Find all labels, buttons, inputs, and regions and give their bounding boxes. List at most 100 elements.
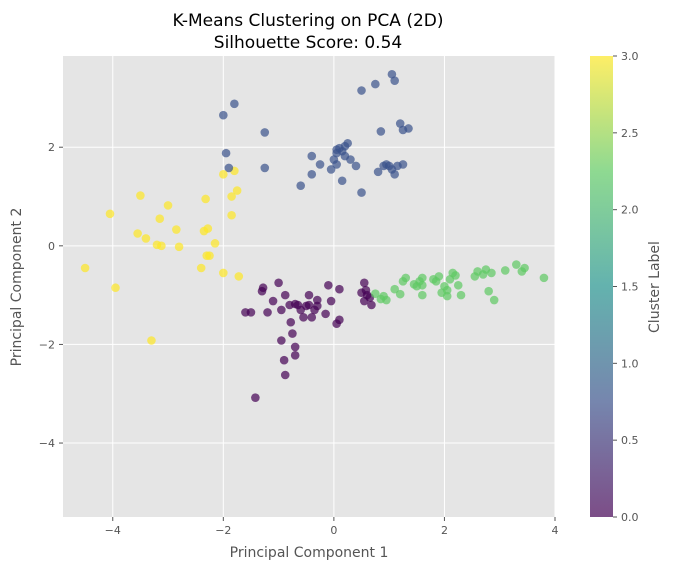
data-point-cluster-1 bbox=[307, 170, 317, 179]
y-tick-label: −2 bbox=[39, 338, 55, 351]
data-point-cluster-1 bbox=[296, 181, 306, 190]
data-point-cluster-1 bbox=[219, 110, 228, 120]
data-point-cluster-2 bbox=[371, 289, 380, 298]
colorbar-tick-label: 0.5 bbox=[621, 434, 639, 447]
colorbar bbox=[590, 56, 613, 517]
data-point-cluster-2 bbox=[434, 272, 444, 281]
data-point-cluster-1 bbox=[260, 163, 270, 173]
data-point-cluster-3 bbox=[232, 186, 242, 195]
data-point-cluster-2 bbox=[456, 290, 466, 300]
data-point-cluster-1 bbox=[373, 167, 383, 177]
data-point-cluster-3 bbox=[157, 241, 166, 251]
data-point-cluster-2 bbox=[390, 284, 399, 294]
data-point-cluster-2 bbox=[539, 273, 549, 283]
data-point-cluster-0 bbox=[280, 370, 290, 380]
data-point-cluster-0 bbox=[251, 393, 260, 402]
data-point-cluster-0 bbox=[321, 309, 330, 319]
colorbar-tick-label: 0.0 bbox=[621, 511, 639, 524]
data-point-cluster-0 bbox=[307, 313, 317, 322]
data-point-cluster-1 bbox=[376, 127, 386, 136]
data-point-cluster-1 bbox=[357, 188, 366, 197]
data-point-cluster-2 bbox=[512, 260, 521, 269]
data-point-cluster-3 bbox=[136, 191, 145, 200]
data-point-cluster-3 bbox=[234, 272, 244, 281]
y-axis-ticks: −4 −2 0 2 bbox=[39, 141, 63, 450]
data-point-cluster-0 bbox=[280, 290, 290, 300]
data-point-cluster-0 bbox=[312, 301, 322, 311]
colorbar-tick-label: 2.5 bbox=[621, 127, 639, 140]
x-axis-ticks: −4 −2 0 2 4 bbox=[105, 517, 559, 537]
data-point-cluster-1 bbox=[390, 76, 399, 85]
data-point-cluster-3 bbox=[133, 229, 142, 238]
data-point-cluster-3 bbox=[219, 170, 228, 179]
data-point-cluster-2 bbox=[442, 291, 452, 301]
data-point-cluster-3 bbox=[147, 336, 156, 345]
data-point-cluster-1 bbox=[346, 155, 355, 164]
x-tick-label: 2 bbox=[441, 524, 448, 537]
data-point-cluster-1 bbox=[332, 160, 341, 169]
data-point-cluster-0 bbox=[367, 300, 376, 310]
data-point-cluster-0 bbox=[299, 313, 308, 322]
x-tick-label: −2 bbox=[215, 524, 231, 537]
data-point-cluster-1 bbox=[337, 176, 347, 186]
data-point-cluster-1 bbox=[395, 119, 405, 128]
data-point-cluster-0 bbox=[286, 317, 296, 327]
data-points bbox=[80, 69, 549, 402]
colorbar-label: Cluster Label bbox=[647, 241, 663, 333]
data-point-cluster-3 bbox=[174, 242, 184, 252]
data-point-cluster-3 bbox=[227, 210, 236, 220]
data-point-cluster-2 bbox=[500, 266, 510, 275]
data-point-cluster-3 bbox=[111, 283, 120, 293]
data-point-cluster-2 bbox=[401, 273, 411, 283]
colorbar-tick-label: 1.0 bbox=[621, 357, 639, 370]
data-point-cluster-2 bbox=[520, 263, 529, 273]
data-point-cluster-1 bbox=[343, 138, 352, 148]
data-point-cluster-3 bbox=[210, 239, 220, 248]
y-axis-label: Principal Component 2 bbox=[9, 208, 25, 367]
x-tick-label: 4 bbox=[552, 524, 559, 537]
data-point-cluster-1 bbox=[371, 79, 380, 89]
data-point-cluster-3 bbox=[203, 224, 213, 233]
data-point-cluster-2 bbox=[442, 285, 452, 295]
data-point-cluster-0 bbox=[359, 278, 369, 288]
colorbar-tick-label: 3.0 bbox=[621, 50, 639, 63]
data-point-cluster-3 bbox=[105, 209, 115, 219]
chart-title: K-Means Clustering on PCA (2D) bbox=[172, 11, 443, 31]
data-point-cluster-2 bbox=[484, 286, 493, 296]
data-point-cluster-0 bbox=[268, 296, 278, 306]
y-tick-label: 2 bbox=[48, 141, 55, 154]
data-point-cluster-0 bbox=[335, 284, 344, 294]
data-point-cluster-0 bbox=[304, 290, 314, 300]
x-axis-label: Principal Component 1 bbox=[230, 545, 389, 561]
y-tick-label: −4 bbox=[39, 437, 55, 450]
colorbar-tick-label: 2.0 bbox=[621, 204, 639, 217]
y-tick-label: 0 bbox=[48, 240, 55, 253]
data-point-cluster-0 bbox=[279, 355, 289, 365]
data-point-cluster-1 bbox=[315, 160, 325, 169]
data-point-cluster-2 bbox=[418, 273, 427, 283]
data-point-cluster-1 bbox=[224, 163, 234, 173]
colorbar-ticks: 0.0 0.5 1.0 1.5 2.0 2.5 3.0 bbox=[613, 50, 639, 524]
data-point-cluster-1 bbox=[260, 128, 270, 137]
data-point-cluster-1 bbox=[387, 69, 397, 79]
data-point-cluster-1 bbox=[332, 145, 341, 154]
x-tick-label: 0 bbox=[330, 524, 337, 537]
data-point-cluster-0 bbox=[304, 300, 314, 310]
data-point-cluster-0 bbox=[258, 283, 268, 293]
plot-area bbox=[63, 56, 555, 517]
data-point-cluster-2 bbox=[418, 280, 427, 290]
data-point-cluster-3 bbox=[205, 251, 214, 260]
data-point-cluster-1 bbox=[307, 151, 317, 161]
data-point-cluster-0 bbox=[335, 315, 344, 325]
data-point-cluster-2 bbox=[395, 289, 405, 299]
data-point-cluster-0 bbox=[326, 296, 336, 306]
data-point-cluster-3 bbox=[155, 214, 165, 224]
x-tick-label: −4 bbox=[105, 524, 121, 537]
data-point-cluster-0 bbox=[290, 342, 300, 352]
data-point-cluster-2 bbox=[489, 295, 499, 305]
data-point-cluster-3 bbox=[163, 201, 173, 210]
grid-lines bbox=[63, 56, 556, 517]
data-point-cluster-1 bbox=[221, 148, 231, 158]
